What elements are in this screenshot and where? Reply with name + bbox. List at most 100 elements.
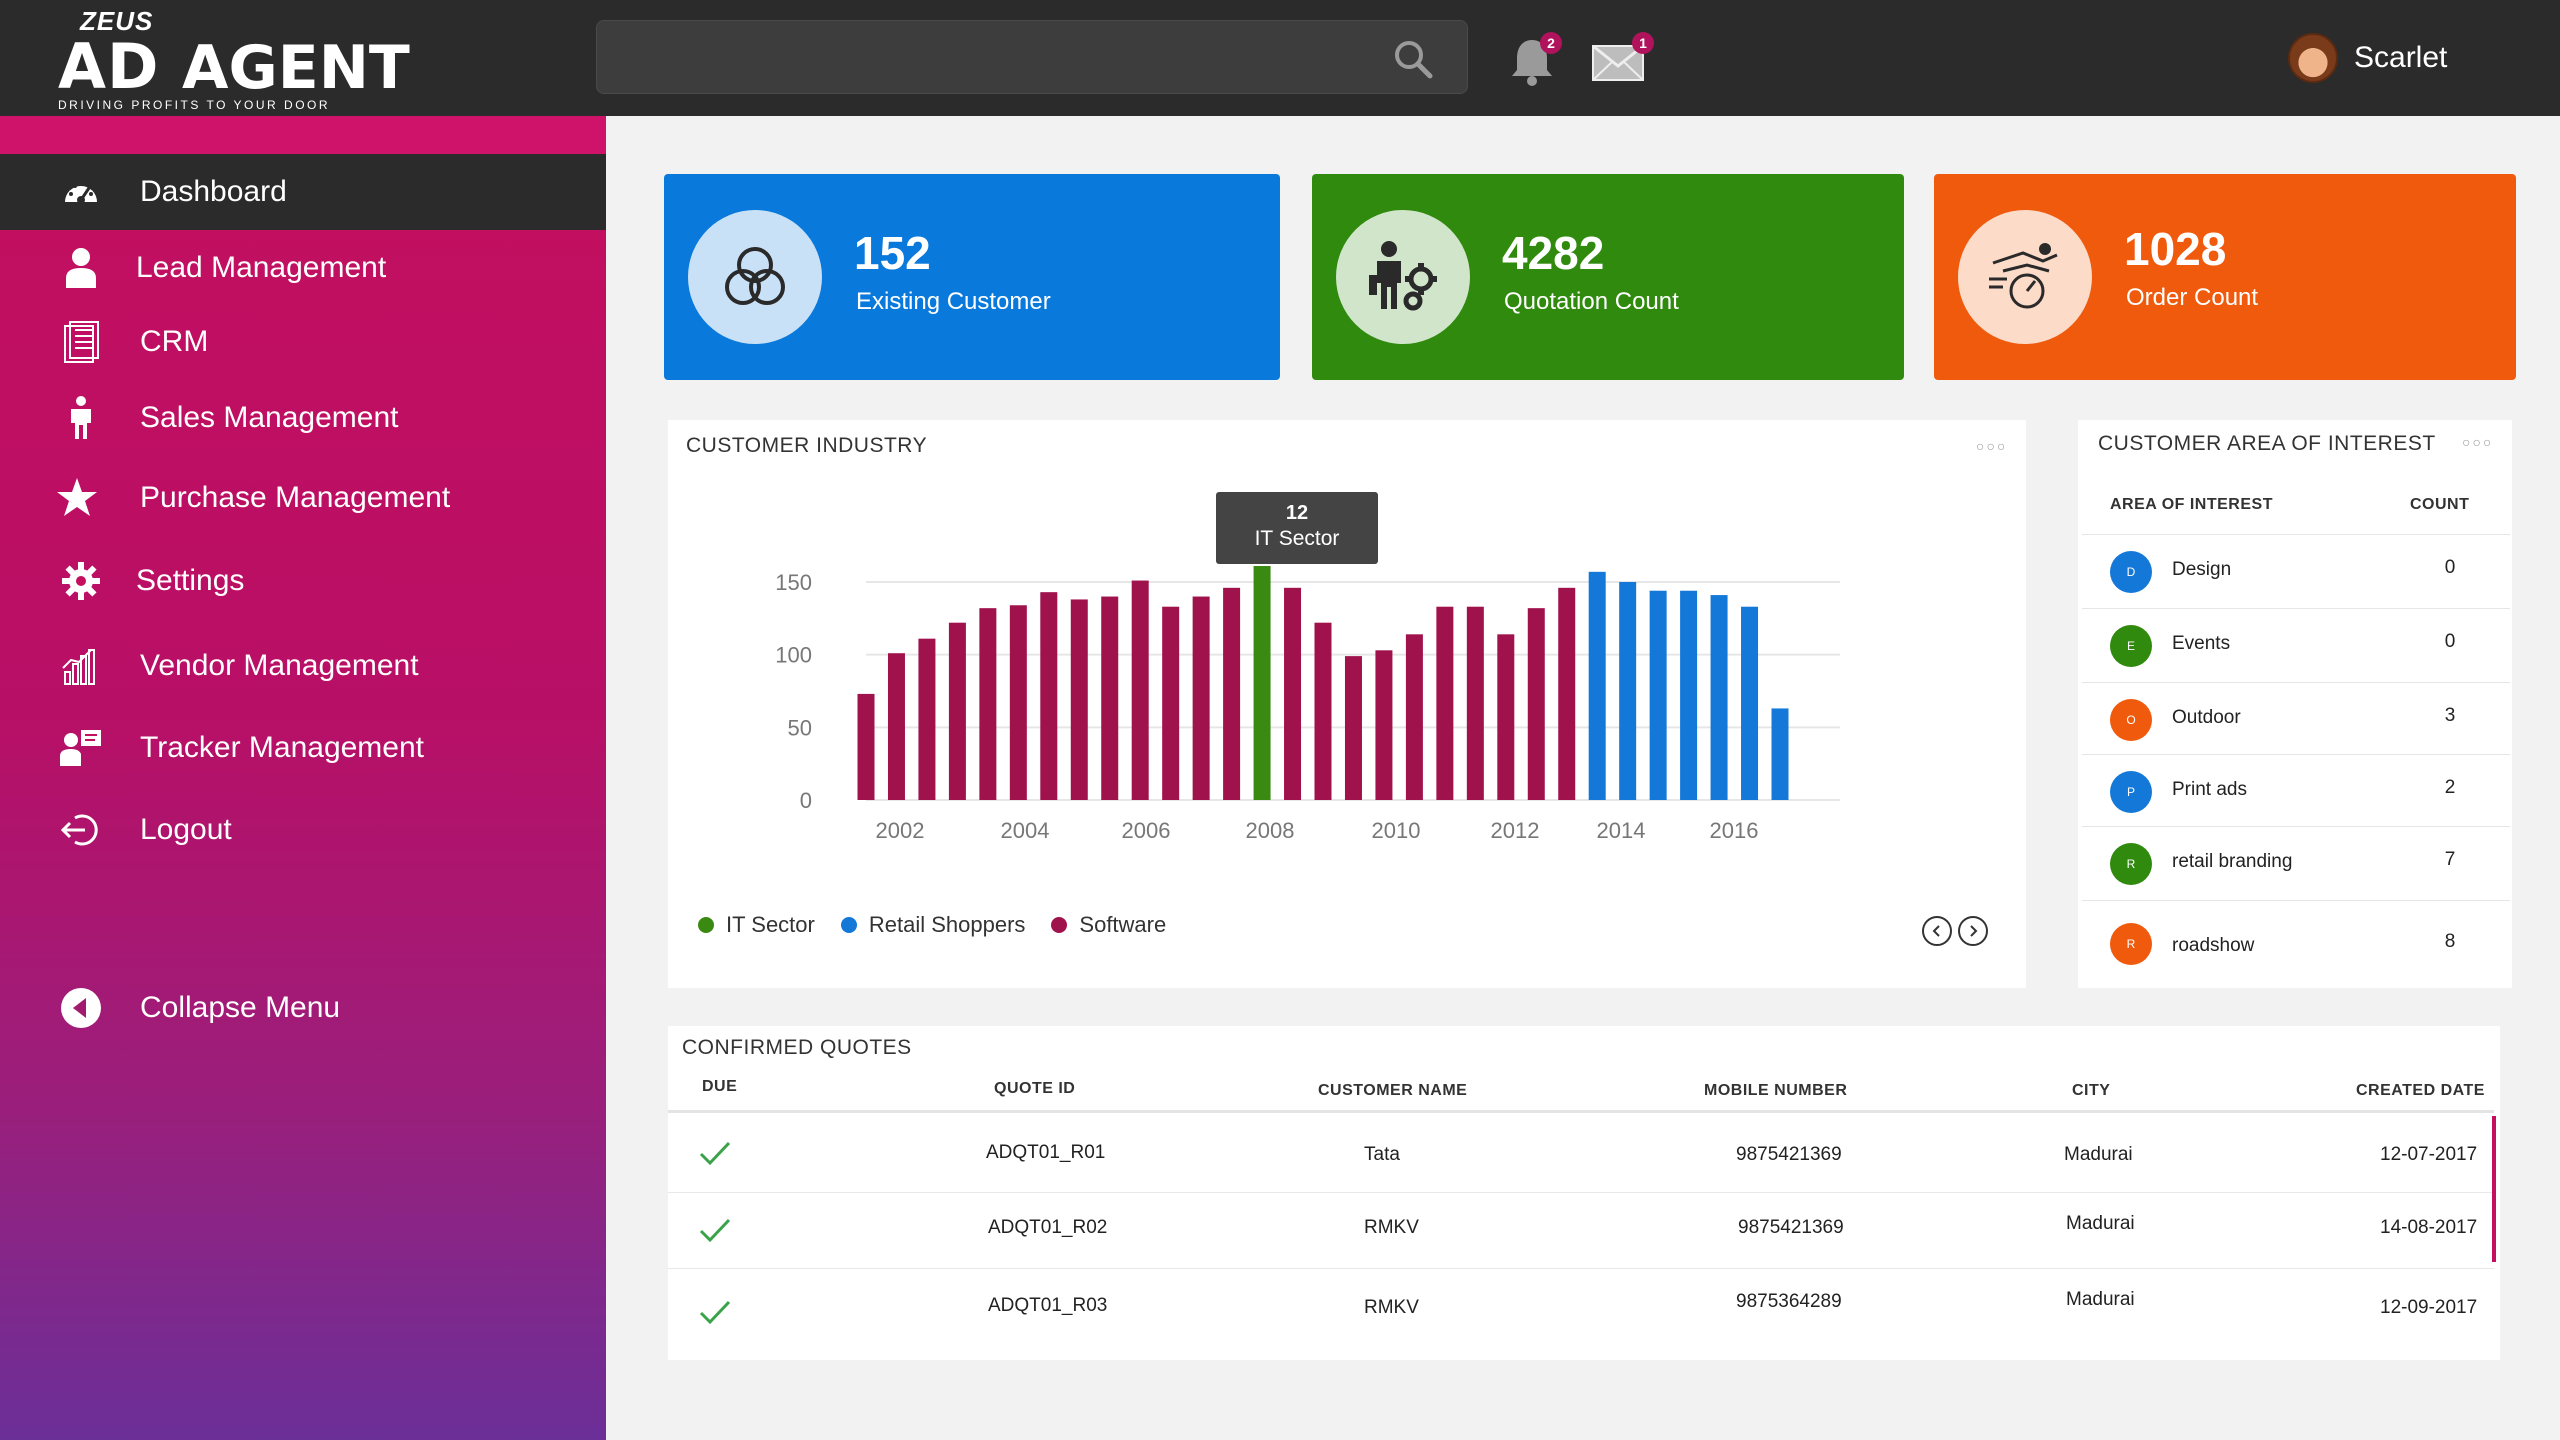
legend-item-software[interactable]: Software bbox=[1051, 912, 1166, 938]
stat-card-order-count[interactable]: 1028 Order Count bbox=[1934, 174, 2516, 380]
sidebar-item-lead-management[interactable]: Lead Management bbox=[0, 230, 606, 306]
chart-bar[interactable] bbox=[1710, 595, 1728, 800]
sidebar-item-crm[interactable]: CRM bbox=[0, 304, 606, 380]
chart-bar[interactable] bbox=[1253, 566, 1271, 800]
chevron-right-icon bbox=[1970, 925, 1978, 937]
chart-bar[interactable] bbox=[1009, 605, 1027, 800]
collapse-menu-label: Collapse Menu bbox=[140, 991, 341, 1024]
table-row[interactable]: ADQT01_R02 RMKV 9875421369 Madurai 14-08… bbox=[668, 1192, 2494, 1266]
chart-tooltip-label: IT Sector bbox=[1254, 527, 1340, 550]
area-of-interest-menu-icon[interactable]: ○○○ bbox=[2462, 434, 2494, 450]
chart-y-tick-label: 0 bbox=[800, 788, 812, 813]
chart-bar[interactable] bbox=[918, 638, 936, 800]
speedometer-icon bbox=[58, 169, 104, 215]
logo-brand-b: AGENT bbox=[182, 33, 410, 103]
chart-bar[interactable] bbox=[1649, 590, 1667, 800]
list-item[interactable]: P Print ads 2 bbox=[2082, 754, 2510, 826]
cell-quote-id: ADQT01_R01 bbox=[986, 1142, 1106, 1163]
chart-bar[interactable] bbox=[1070, 599, 1088, 800]
collapse-menu-button[interactable]: Collapse Menu bbox=[0, 970, 606, 1046]
cell-created-date: 12-07-2017 bbox=[2380, 1144, 2478, 1165]
sidebar-item-purchase-management[interactable]: Purchase Management bbox=[0, 460, 606, 536]
sidebar-item-label: Logout bbox=[140, 813, 232, 846]
list-item[interactable]: R roadshow 8 bbox=[2082, 900, 2510, 984]
sidebar-item-vendor-management[interactable]: Vendor Management bbox=[0, 628, 606, 704]
col-header-city[interactable]: CITY bbox=[2072, 1082, 2111, 1099]
search-icon[interactable] bbox=[1393, 39, 1433, 79]
cell-city: Madurai bbox=[2064, 1144, 2133, 1165]
chart-bar[interactable] bbox=[948, 622, 966, 800]
avatar[interactable] bbox=[2288, 33, 2338, 83]
search-box[interactable] bbox=[596, 20, 1468, 94]
col-header-customer-name[interactable]: CUSTOMER NAME bbox=[1318, 1082, 1468, 1099]
chart-x-tick-label: 2010 bbox=[1372, 818, 1421, 843]
gear-icon bbox=[58, 558, 104, 604]
chart-bar[interactable] bbox=[1192, 596, 1210, 800]
col-header-quote-id[interactable]: QUOTE ID bbox=[994, 1080, 1076, 1097]
chart-bar[interactable] bbox=[979, 608, 997, 800]
chart-bar[interactable] bbox=[887, 653, 905, 800]
messages-button[interactable]: 1 bbox=[1590, 32, 1654, 84]
chart-bar[interactable] bbox=[1344, 656, 1362, 800]
cell-quote-id: ADQT01_R02 bbox=[988, 1217, 1108, 1238]
sidebar-item-settings[interactable]: Settings bbox=[0, 543, 606, 619]
col-header-due[interactable]: DUE bbox=[702, 1078, 738, 1095]
chart-prev-button[interactable] bbox=[1922, 916, 1952, 946]
list-item[interactable]: E Events 0 bbox=[2082, 608, 2510, 680]
chart-bar[interactable] bbox=[1558, 587, 1576, 800]
notifications-button[interactable]: 2 bbox=[1508, 32, 1562, 88]
chart-bar[interactable] bbox=[1375, 650, 1393, 800]
stat-card-existing-customer[interactable]: 152 Existing Customer bbox=[664, 174, 1280, 380]
customer-industry-menu-icon[interactable]: ○○○ bbox=[1976, 438, 2008, 454]
sidebar-item-logout[interactable]: Logout bbox=[0, 792, 606, 868]
chart-bar[interactable] bbox=[1436, 606, 1454, 800]
chart-bar[interactable] bbox=[1588, 571, 1606, 800]
list-item[interactable]: R retail branding 7 bbox=[2082, 826, 2510, 898]
chart-bar[interactable] bbox=[1771, 708, 1789, 800]
aoi-initial-badge: O bbox=[2110, 699, 2152, 741]
chart-bar[interactable] bbox=[1223, 587, 1241, 800]
table-row[interactable]: ADQT01_R03 RMKV 9875364289 Madurai 12-09… bbox=[668, 1268, 2494, 1342]
legend-item-it-sector[interactable]: IT Sector bbox=[698, 912, 815, 938]
logo[interactable]: ZEUS AD AGENT DRIVING PROFITS TO YOUR DO… bbox=[56, 6, 410, 112]
sidebar-item-sales-management[interactable]: Sales Management bbox=[0, 380, 606, 456]
chart-bar[interactable] bbox=[1131, 580, 1149, 800]
cell-customer-name: RMKV bbox=[1364, 1217, 1419, 1238]
chart-bar[interactable] bbox=[1314, 622, 1332, 800]
chart-bar[interactable] bbox=[1040, 592, 1058, 800]
chart-bar[interactable] bbox=[857, 693, 875, 800]
sidebar-item-label: CRM bbox=[140, 325, 209, 358]
chart-bar[interactable] bbox=[1405, 634, 1423, 800]
aoi-initial-badge: R bbox=[2110, 923, 2152, 965]
table-row[interactable]: ADQT01_R01 Tata 9875421369 Madurai 12-07… bbox=[668, 1116, 2494, 1190]
chart-bar[interactable] bbox=[1741, 606, 1759, 800]
legend-dot bbox=[840, 917, 857, 933]
col-header-created-date[interactable]: CREATED DATE bbox=[2356, 1082, 2485, 1099]
chart-tooltip-value: 12 bbox=[1285, 502, 1309, 524]
cell-created-date: 12-09-2017 bbox=[2380, 1297, 2478, 1318]
chart-bar[interactable] bbox=[1466, 606, 1484, 800]
search-input[interactable] bbox=[617, 35, 1377, 79]
chart-bar[interactable] bbox=[1162, 606, 1180, 800]
user-menu[interactable]: Scarlet bbox=[2288, 28, 2447, 88]
chart-bar[interactable] bbox=[1284, 587, 1302, 800]
list-item[interactable]: D Design 0 bbox=[2082, 534, 2510, 606]
col-header-mobile-number[interactable]: MOBILE NUMBER bbox=[1704, 1082, 1848, 1099]
chart-bar[interactable] bbox=[1497, 634, 1515, 800]
stat-card-quotation-count[interactable]: 4282 Quotation Count bbox=[1312, 174, 1904, 380]
sidebar-item-label: Purchase Management bbox=[140, 481, 451, 514]
table-scrollbar[interactable] bbox=[2492, 1116, 2496, 1262]
chart-bar[interactable] bbox=[1101, 596, 1119, 800]
chart-bar[interactable] bbox=[1619, 582, 1637, 800]
sidebar-item-tracker-management[interactable]: Tracker Management bbox=[0, 710, 606, 786]
list-item[interactable]: O Outdoor 3 bbox=[2082, 682, 2510, 754]
legend-item-retail-shoppers[interactable]: Retail Shoppers bbox=[840, 912, 1025, 938]
chart-bar[interactable] bbox=[1680, 590, 1698, 800]
chart-y-tick-label: 150 bbox=[775, 570, 812, 595]
delivery-speed-icon bbox=[1989, 243, 2058, 309]
aoi-count: 3 bbox=[2444, 705, 2456, 726]
aoi-name: retail branding bbox=[2172, 851, 2293, 872]
chart-bar[interactable] bbox=[1527, 608, 1545, 800]
sidebar-item-dashboard[interactable]: Dashboard bbox=[0, 154, 606, 230]
chart-next-button[interactable] bbox=[1958, 916, 1988, 946]
